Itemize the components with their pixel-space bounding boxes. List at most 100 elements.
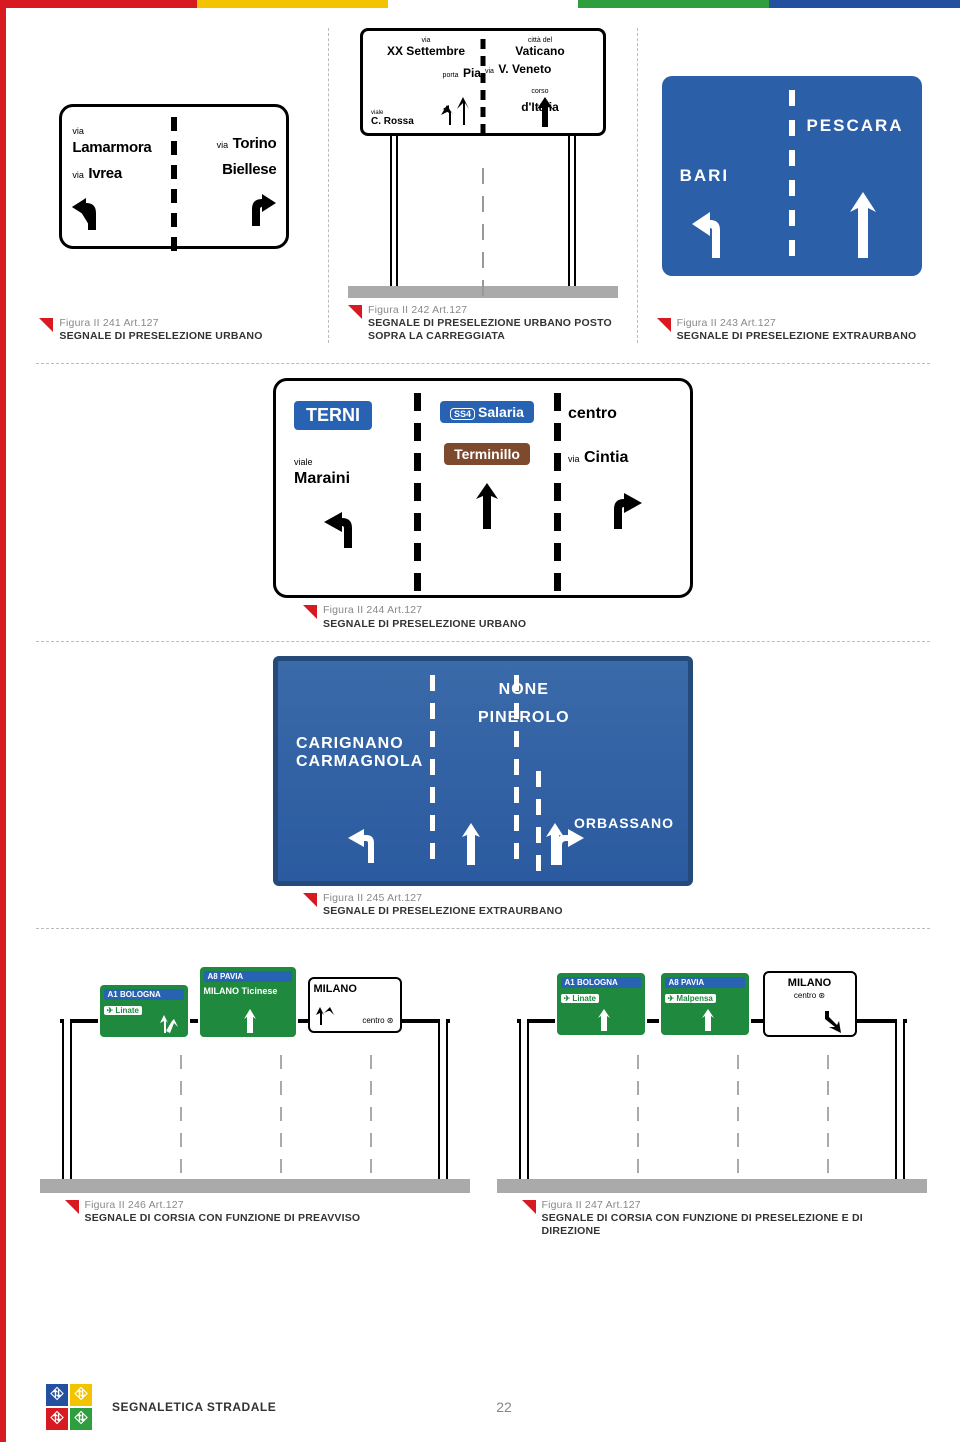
footer-title: SEGNALETICA STRADALE	[112, 1400, 276, 1414]
fig-title: SEGNALE DI PRESELEZIONE EXTRAURBANO	[323, 905, 563, 918]
gantry-sign-1: A1 BOLOGNA ✈ Linate	[555, 971, 647, 1037]
fig-title: SEGNALE DI CORSIA CON FUNZIONE DI PRESEL…	[542, 1212, 912, 1238]
pre: via	[72, 170, 84, 180]
fig246-gantry: A1 BOLOGNA ✈ Linate A8 PAVIA MILANO Tici…	[40, 943, 470, 1193]
name: Cintia	[584, 449, 628, 466]
name: Vaticano	[485, 44, 595, 58]
head: A1 BOLOGNA	[104, 989, 184, 1000]
gantry-sign-3: MILANO centro ⊛	[308, 977, 402, 1033]
row-1: viaLamarmora via Ivrea via Torino Bielle…	[6, 28, 960, 353]
divider	[36, 641, 930, 642]
head: A1 BOLOGNA	[561, 977, 641, 988]
up-arrow-icon	[460, 823, 482, 867]
fig-title: SEGNALE DI PRESELEZIONE URBANO	[323, 618, 526, 631]
footer: ⛗⛗⛗⛗ SEGNALETICA STRADALE 22	[6, 1372, 960, 1442]
pre: viale	[294, 457, 313, 467]
sub: ✈ Malpensa	[665, 994, 716, 1003]
name: Ivrea	[88, 165, 122, 182]
fig242-gantry: via XX Settembre porta Pia città del Vat…	[348, 28, 618, 298]
up-arrow-icon	[535, 97, 555, 129]
fig247-gantry: A1 BOLOGNA ✈ Linate A8 PAVIA ✈ Malpensa …	[497, 943, 927, 1193]
page: viaLamarmora via Ivrea via Torino Bielle…	[0, 0, 960, 1442]
sub: ✈ Linate	[104, 1006, 142, 1015]
sub: MILANO Ticinese	[204, 986, 292, 996]
upright-arrow-icon	[316, 1003, 336, 1027]
terni-badge: TERNI	[294, 401, 372, 430]
pre: porta	[443, 72, 459, 79]
gantry-sign-2: A8 PAVIA MILANO Ticinese	[198, 965, 298, 1039]
name: Lamarmora	[72, 139, 151, 156]
dest: CARMAGNOLA	[296, 753, 423, 771]
left-up-arrow-icon	[441, 97, 477, 129]
pre: città del	[485, 37, 595, 44]
dest: NONE	[478, 681, 570, 699]
head: A8 PAVIA	[665, 977, 745, 988]
name: Pia	[463, 66, 481, 80]
up-arrow-icon	[701, 1009, 715, 1033]
divider	[36, 363, 930, 364]
fig242-cell: via XX Settembre porta Pia città del Vat…	[338, 28, 628, 343]
name: Maraini	[294, 470, 350, 487]
fig-label: Figura II 244 Art.127	[323, 604, 526, 617]
name: XX Settembre	[371, 44, 481, 58]
content: viaLamarmora via Ivrea via Torino Bielle…	[6, 8, 960, 1442]
red-marker-icon	[39, 318, 53, 332]
fig241-cell: viaLamarmora via Ivrea via Torino Bielle…	[29, 41, 319, 343]
up-arrow-icon	[848, 192, 878, 262]
pre: via	[217, 140, 229, 150]
vertical-divider	[637, 28, 638, 343]
pre: via	[485, 68, 494, 75]
gantry-sign-1: A1 BOLOGNA ✈ Linate	[98, 983, 190, 1039]
fig-title: SEGNALE DI PRESELEZIONE URBANO	[59, 330, 262, 343]
stripe	[197, 0, 388, 8]
fig245-cell: CARIGNANO CARMAGNOLA NONE PINEROLO ORBAS…	[243, 656, 723, 918]
left-arrow-icon	[72, 195, 112, 235]
fork-arrow-icon	[154, 1013, 184, 1035]
gantry-sign-3: MILANO centro ⊛	[763, 971, 857, 1037]
right-arrow-icon	[598, 489, 642, 533]
top-stripes	[6, 0, 960, 8]
name: V. Veneto	[498, 62, 551, 76]
red-marker-icon	[303, 605, 317, 619]
left-arrow-icon	[324, 508, 368, 552]
fig-label: Figura II 245 Art.127	[323, 892, 563, 905]
salaria-badge: SS4Salaria	[440, 401, 534, 423]
red-marker-icon	[303, 893, 317, 907]
head: A8 PAVIA	[204, 971, 292, 982]
head: MILANO	[314, 983, 396, 995]
right-dest: PESCARA	[806, 116, 903, 136]
fig-title: SEGNALE DI CORSIA CON FUNZIONE DI PREAVV…	[85, 1212, 361, 1225]
fig242-sign: via XX Settembre porta Pia città del Vat…	[360, 28, 606, 136]
stripe	[388, 0, 579, 8]
right-arrow-icon	[236, 191, 276, 231]
centro: centro	[568, 405, 617, 422]
fig-title: SEGNALE DI PRESELEZIONE EXTRAURBANO	[677, 330, 917, 343]
fig-title: SEGNALE DI PRESELEZIONE URBANO POSTO SOP…	[368, 317, 618, 343]
dest: CARIGNANO	[296, 735, 423, 753]
sub: centro ⊛	[769, 991, 851, 1000]
divider	[36, 928, 930, 929]
stripe	[6, 0, 197, 8]
fig-label: Figura II 242 Art.127	[368, 304, 618, 317]
fig-label: Figura II 247 Art.127	[542, 1199, 912, 1212]
gantry-sign-2: A8 PAVIA ✈ Malpensa	[659, 971, 751, 1037]
red-marker-icon	[348, 305, 362, 319]
footer-page: 22	[496, 1399, 512, 1415]
fig244-cell: TERNI vialeMaraini SS4Salaria Terminillo…	[243, 378, 723, 630]
name: C. Rossa	[371, 116, 414, 127]
fig244-sign: TERNI vialeMaraini SS4Salaria Terminillo…	[273, 378, 693, 598]
pre: via	[371, 37, 481, 44]
footer-logo: ⛗⛗⛗⛗	[46, 1384, 92, 1430]
pre: via	[568, 454, 580, 464]
left-dest: BARI	[680, 166, 730, 186]
pre: via	[72, 126, 84, 136]
red-marker-icon	[657, 318, 671, 332]
downright-arrow-icon	[821, 1009, 849, 1033]
upright-arrow-icon	[548, 829, 588, 867]
row-4: A1 BOLOGNA ✈ Linate A8 PAVIA MILANO Tici…	[6, 943, 960, 1248]
fig-label: Figura II 241 Art.127	[59, 317, 262, 330]
head: MILANO	[769, 977, 851, 989]
stripe	[769, 0, 960, 8]
fig241-sign: viaLamarmora via Ivrea via Torino Bielle…	[59, 104, 289, 249]
up-arrow-icon	[597, 1009, 611, 1033]
